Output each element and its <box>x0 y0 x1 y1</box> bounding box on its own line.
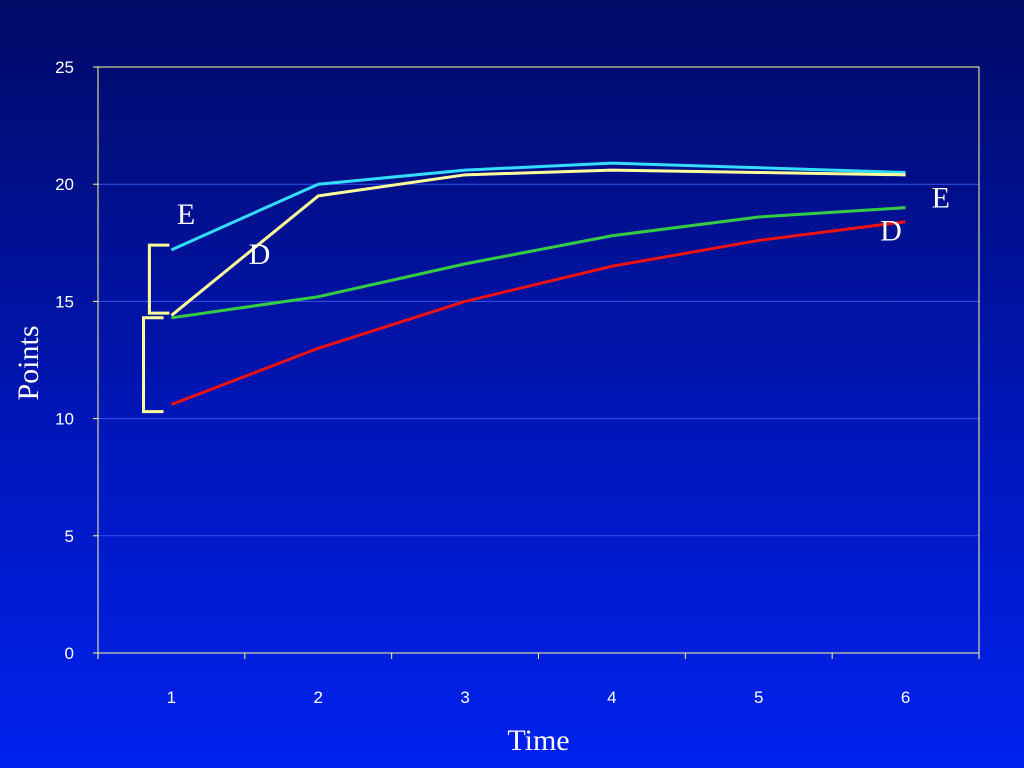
x-tick-label: 3 <box>460 688 469 707</box>
annotation-label: E <box>177 198 195 231</box>
x-axis-title: Time <box>507 724 569 757</box>
x-tick-label: 5 <box>754 688 763 707</box>
y-tick-label: 25 <box>55 58 74 77</box>
x-tick-label: 2 <box>314 688 323 707</box>
y-tick-label: 10 <box>55 410 74 429</box>
plot-area-border <box>97 66 980 654</box>
x-tick-label: 4 <box>607 688 616 707</box>
annotation-label: D <box>249 238 271 271</box>
annotation-label: D <box>880 214 902 247</box>
x-tick-label: 1 <box>167 688 176 707</box>
bracket-2 <box>142 316 164 414</box>
series-line-2 <box>170 168 906 317</box>
y-axis-title: Points <box>12 325 45 400</box>
y-tick-label: 0 <box>65 644 74 663</box>
y-tick-label: 5 <box>65 527 74 546</box>
annotation-label: E <box>932 182 950 215</box>
grid-lines <box>98 183 979 537</box>
brackets <box>142 243 170 414</box>
series-line-1 <box>170 161 906 252</box>
series-line-3 <box>171 206 906 320</box>
y-tick-label: 15 <box>55 292 74 311</box>
series-line-4 <box>170 220 906 406</box>
x-tick-label: 6 <box>901 688 910 707</box>
y-tick-label: 20 <box>55 175 74 194</box>
bracket-1 <box>147 243 170 315</box>
series-lines <box>170 161 906 406</box>
x-axis-ticks: 1 2 3 4 5 6 <box>97 653 980 707</box>
y-axis-ticks: 0 5 10 15 20 25 <box>55 58 98 663</box>
